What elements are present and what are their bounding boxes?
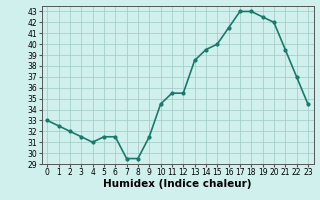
X-axis label: Humidex (Indice chaleur): Humidex (Indice chaleur) (103, 179, 252, 189)
